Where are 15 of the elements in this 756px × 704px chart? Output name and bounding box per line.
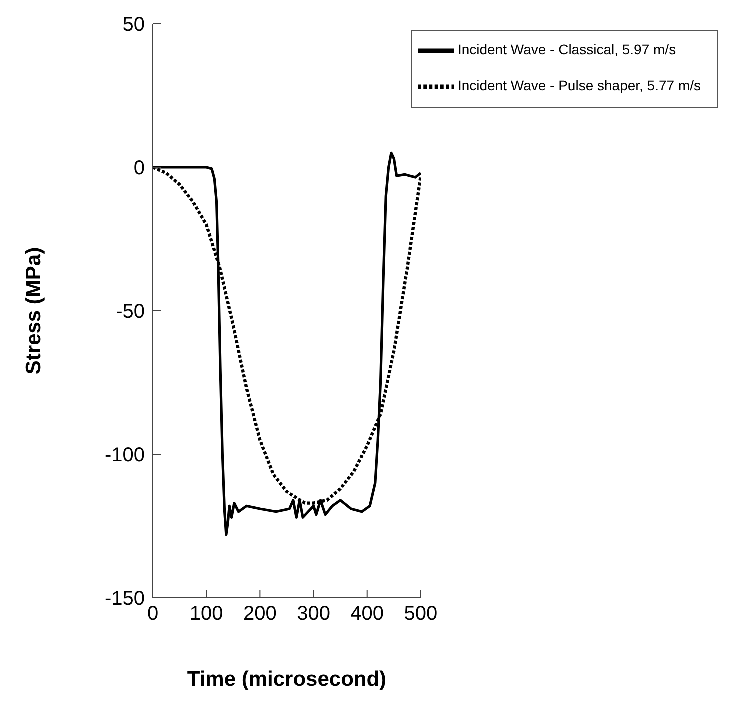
x-tick-label: 200 — [243, 603, 277, 626]
y-tick-label: -150 — [104, 588, 145, 610]
y-tick-label: -50 — [116, 301, 145, 324]
y-axis-title: Stress (MPa) — [22, 247, 46, 375]
x-tick-label: 300 — [297, 603, 330, 626]
legend-label: Incident Wave - Pulse shaper, 5.77 m/s — [458, 78, 701, 94]
legend-label: Incident Wave - Classical, 5.97 m/s — [458, 42, 676, 58]
x-tick-label: 500 — [404, 603, 438, 626]
y-tick-label: -100 — [104, 444, 145, 467]
y-tick-label: 0 — [134, 158, 145, 180]
x-tick-label: 400 — [350, 603, 384, 626]
x-tick-label: 100 — [190, 603, 224, 626]
x-tick-label: 0 — [147, 603, 159, 626]
y-tick-label: 50 — [122, 14, 145, 36]
x-axis-title: Time (microsecond) — [187, 668, 387, 691]
